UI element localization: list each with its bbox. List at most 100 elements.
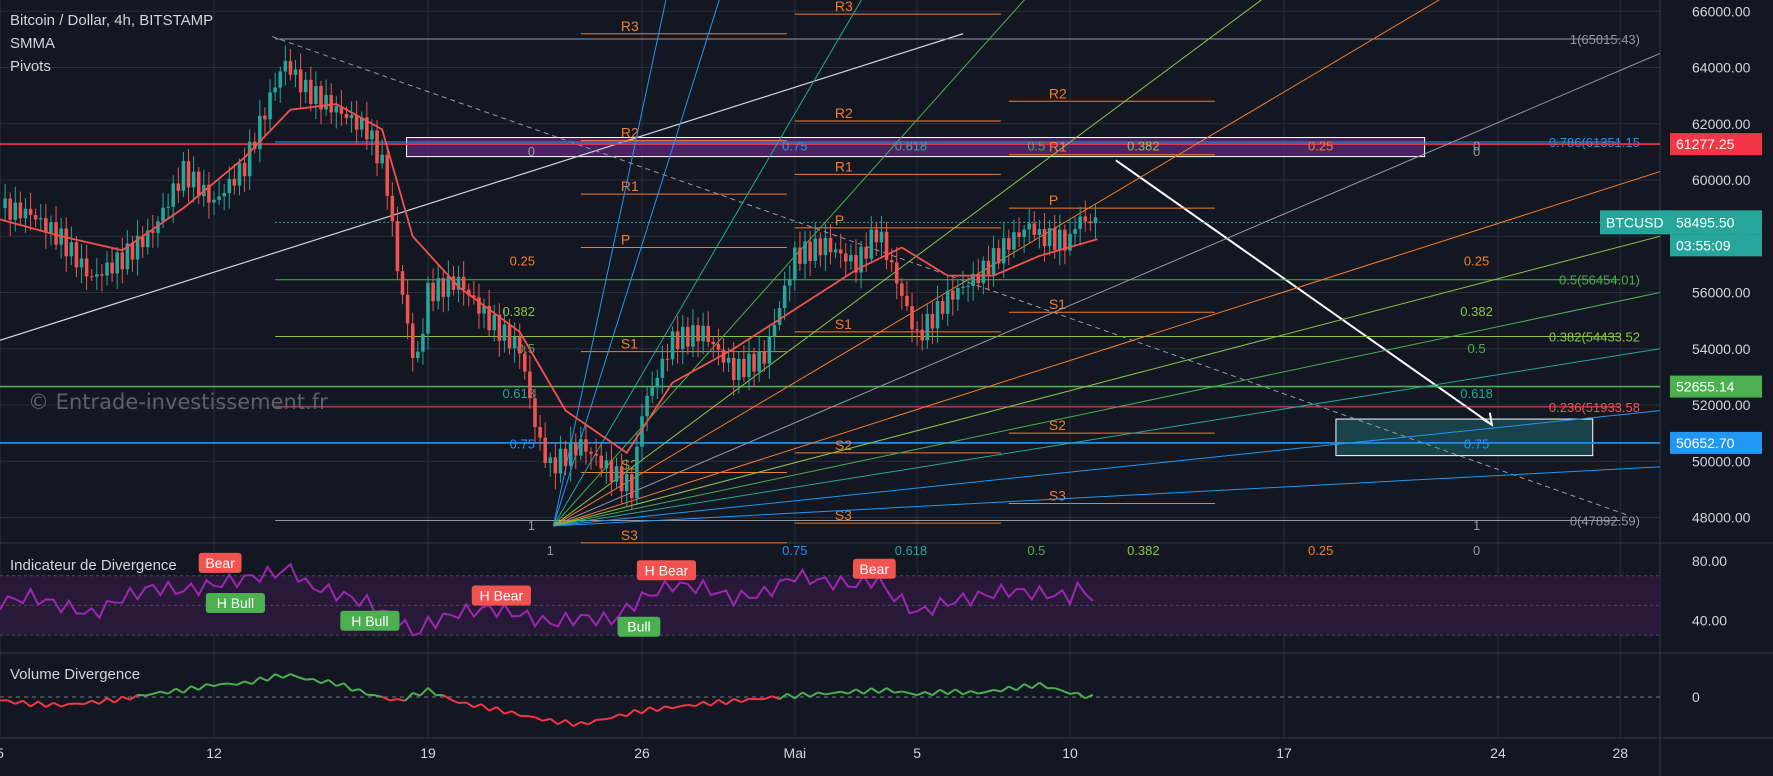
gann-fan-ray — [553, 466, 1661, 527]
volume-segment — [809, 691, 819, 698]
volume-segment — [1077, 691, 1086, 700]
gann-fan-ray — [553, 171, 1661, 527]
indicator-smma-label[interactable]: SMMA — [10, 35, 55, 52]
candle-body — [166, 206, 170, 208]
volume-segment — [106, 697, 116, 704]
candle-body — [247, 141, 252, 177]
candle-body — [1047, 227, 1052, 247]
candle-body — [426, 282, 430, 334]
candle-body — [212, 199, 216, 203]
candle-body — [777, 308, 782, 325]
volume-segment — [83, 699, 93, 706]
candle-body — [589, 451, 593, 454]
candle-body — [624, 474, 629, 492]
candle-body — [191, 171, 196, 188]
pivot-label: S3 — [835, 507, 852, 523]
pivot-label: S3 — [621, 527, 638, 543]
fib-level-label: 0.786(61351.15 — [1549, 135, 1640, 150]
candle-body — [217, 196, 221, 200]
divergence-label: H Bull — [217, 595, 254, 611]
volume-segment — [970, 690, 979, 695]
rsi-pane-title[interactable]: Indicateur de Divergence — [10, 557, 177, 574]
volume-segment — [947, 688, 956, 696]
candle-body — [762, 351, 767, 364]
volume-segment — [580, 721, 589, 726]
target-arrow — [1115, 159, 1493, 426]
volume-segment — [343, 682, 353, 692]
time-tick-label: 19 — [420, 745, 436, 761]
volume-segment — [320, 678, 330, 685]
candle-body — [298, 69, 303, 93]
candle-body — [818, 238, 823, 256]
gann-bottom-label: 0 — [1473, 543, 1480, 558]
divergence-label: H Bear — [480, 588, 524, 604]
drawings: 1(65015.43) 0.786(61351.15 0.618 0.5(56454.… — [0, 0, 1661, 558]
candle-body — [400, 271, 405, 295]
volume-segment — [801, 691, 811, 698]
candle-body — [329, 95, 333, 113]
divergence-label: Bull — [627, 619, 650, 635]
volume-segment — [312, 678, 322, 685]
volume-segment — [175, 687, 184, 694]
volume-segment — [702, 700, 712, 707]
volume-segment — [603, 717, 612, 721]
price-tick-label: 66000.00 — [1692, 3, 1751, 19]
volume-segment — [404, 692, 414, 702]
volume-segment — [266, 673, 276, 682]
candle-body — [991, 248, 996, 275]
candle-body — [100, 274, 104, 276]
candle-body — [752, 353, 756, 372]
candle-body — [609, 460, 614, 482]
candle-body — [1037, 229, 1042, 235]
candle-body — [645, 395, 649, 417]
volume-segment — [901, 690, 910, 695]
gann-top-label: 0.618 — [895, 138, 928, 153]
time-tick-label: 12 — [206, 745, 222, 761]
gann-right-label: 0.5 — [1468, 341, 1486, 356]
candle-body — [33, 215, 38, 220]
candle-body — [115, 252, 119, 274]
candle-body — [889, 260, 894, 263]
volume-segment — [167, 687, 177, 695]
candle-body — [105, 262, 109, 276]
candle-body — [1052, 227, 1057, 250]
volume-segment — [557, 719, 567, 726]
time-tick-label: 10 — [1062, 745, 1078, 761]
pivot-label: R3 — [621, 18, 639, 34]
candle-body — [207, 184, 211, 203]
volume-segment — [985, 688, 994, 693]
time-tick-label: Mai — [784, 745, 807, 761]
gann-bottom-label: 1 — [547, 543, 554, 558]
candle-body — [349, 115, 354, 119]
volume-segment — [1015, 683, 1025, 692]
candle-body — [1093, 217, 1098, 224]
symbol-title[interactable]: Bitcoin / Dollar, 4h, BITSTAMP — [10, 12, 214, 29]
volume-segment — [129, 694, 139, 701]
volume-segment — [1038, 681, 1048, 690]
volume-pane-title[interactable]: Volume Divergence — [10, 666, 141, 683]
candle-body — [84, 258, 89, 277]
candle-body — [935, 301, 940, 329]
candle-body — [640, 416, 644, 447]
indicator-pivots-label[interactable]: Pivots — [10, 58, 51, 75]
volume-segment — [351, 688, 360, 692]
pivot-label: R2 — [621, 125, 639, 141]
candle-body — [1073, 229, 1077, 234]
candle-body — [64, 228, 69, 257]
volume-segment — [1023, 683, 1033, 690]
smma-path — [0, 103, 1098, 455]
volume-segment — [244, 680, 253, 685]
candle-body — [1083, 216, 1088, 222]
volume-segment — [114, 695, 123, 704]
gann-fan-ray — [553, 410, 1661, 527]
pivot-label: R3 — [835, 0, 853, 14]
candle-body — [461, 276, 466, 290]
candle-body — [726, 357, 731, 363]
price-axis: 66000.0064000.0062000.0060000.0058000.00… — [1600, 3, 1762, 705]
candle-body — [808, 241, 812, 261]
candle-body — [54, 222, 58, 245]
pivot-label: S3 — [1049, 487, 1066, 503]
gann-left-label: 1 — [528, 518, 535, 533]
candle-body — [691, 325, 695, 347]
